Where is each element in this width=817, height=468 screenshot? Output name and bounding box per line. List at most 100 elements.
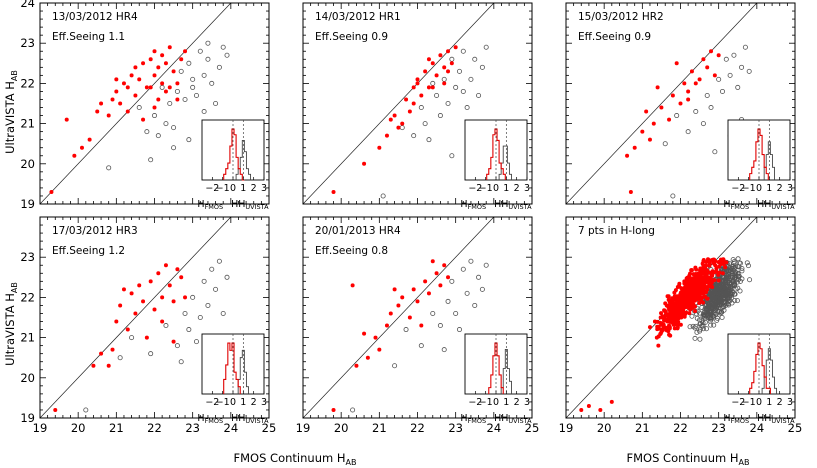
- open-point: [713, 293, 719, 299]
- inset-tick-label: 3: [787, 397, 793, 408]
- filled-point: [707, 284, 712, 289]
- inset-tick-label: 0: [493, 397, 499, 408]
- filled-point: [167, 85, 172, 90]
- filled-point: [377, 347, 382, 352]
- filled-point: [688, 296, 693, 301]
- y-tick-label: 20: [20, 371, 35, 385]
- filled-point: [125, 109, 130, 114]
- filled-point: [167, 45, 172, 50]
- filled-point: [598, 407, 603, 412]
- open-point: [718, 309, 724, 315]
- open-point: [422, 121, 428, 127]
- filled-point: [137, 77, 142, 82]
- filled-point: [689, 281, 694, 286]
- filled-point: [152, 307, 157, 312]
- filled-point: [707, 263, 712, 268]
- open-point: [190, 76, 196, 82]
- open-point: [399, 125, 405, 131]
- filled-point: [446, 49, 451, 54]
- open-point: [718, 310, 724, 316]
- filled-point: [655, 85, 660, 90]
- filled-point: [667, 323, 672, 328]
- filled-point: [684, 277, 689, 282]
- panel-title: 20/01/2013 HR4: [315, 225, 401, 237]
- uvista-histogram: [498, 145, 512, 180]
- filled-point: [689, 69, 694, 74]
- filled-point: [388, 117, 393, 122]
- open-point: [418, 343, 424, 349]
- inset-tick-label: −1: [742, 397, 756, 408]
- open-point: [178, 68, 184, 74]
- filled-point: [362, 161, 367, 166]
- open-point: [216, 258, 222, 264]
- filled-point: [396, 125, 401, 130]
- open-point: [712, 302, 718, 308]
- open-point: [720, 304, 726, 310]
- x-tick-label: 20: [597, 421, 612, 435]
- filled-point: [392, 113, 397, 118]
- open-point: [182, 310, 188, 316]
- filled-point: [579, 407, 584, 412]
- open-point: [715, 315, 721, 321]
- filled-point: [693, 81, 698, 86]
- y-tick-label: 23: [20, 36, 35, 50]
- filled-point: [110, 97, 115, 102]
- filled-point: [716, 272, 721, 277]
- filled-point: [183, 295, 188, 300]
- filled-point: [658, 320, 663, 325]
- open-point: [687, 324, 693, 330]
- filled-point: [684, 310, 689, 315]
- one-to-one-line: [303, 217, 495, 418]
- filled-point: [179, 57, 184, 62]
- filled-point: [664, 318, 669, 323]
- filled-point: [697, 77, 702, 82]
- filled-point: [419, 323, 424, 328]
- open-point: [205, 302, 211, 308]
- filled-point: [133, 93, 138, 98]
- filled-point: [705, 65, 710, 70]
- filled-point: [696, 284, 701, 289]
- filled-point: [686, 299, 691, 304]
- filled-point: [377, 145, 382, 150]
- open-point: [453, 84, 459, 90]
- filled-point: [396, 303, 401, 308]
- filled-point: [350, 283, 355, 288]
- open-point: [197, 314, 203, 320]
- open-point: [739, 64, 745, 70]
- filled-point: [129, 291, 134, 296]
- open-point: [186, 327, 192, 333]
- open-point: [721, 290, 727, 296]
- open-point: [186, 60, 192, 66]
- open-point: [707, 304, 713, 310]
- open-point: [708, 322, 714, 328]
- open-point: [700, 326, 706, 332]
- open-point: [216, 64, 222, 70]
- filled-point: [434, 271, 439, 276]
- filled-point: [686, 89, 691, 94]
- filled-point: [79, 145, 84, 150]
- inset-xlabel: HFMOS−HHUVISTA: [197, 413, 269, 425]
- filled-point: [670, 93, 675, 98]
- open-point: [735, 270, 741, 276]
- filled-point: [656, 324, 661, 329]
- open-point: [708, 105, 714, 111]
- open-point: [674, 113, 680, 119]
- filled-point: [423, 279, 428, 284]
- open-point: [136, 105, 142, 111]
- filled-point: [696, 273, 701, 278]
- open-point: [693, 109, 699, 115]
- filled-point: [663, 301, 668, 306]
- open-point: [449, 153, 455, 159]
- open-point: [712, 149, 718, 155]
- filled-point: [411, 101, 416, 106]
- y-tick-label: 22: [20, 290, 35, 304]
- filled-point: [712, 73, 717, 78]
- open-point: [460, 266, 466, 272]
- open-point: [700, 320, 706, 326]
- filled-point: [141, 299, 146, 304]
- filled-point: [423, 69, 428, 74]
- open-point: [159, 84, 165, 90]
- filled-point: [667, 117, 672, 122]
